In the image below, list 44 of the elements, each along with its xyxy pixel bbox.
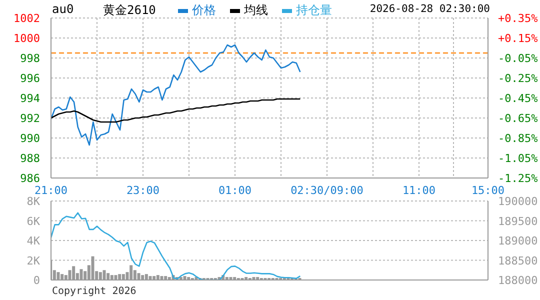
text: Copyright 2026 <box>52 286 136 297</box>
x-tick-label: 23:00 <box>126 184 160 197</box>
y2-tick-label: -0.05% <box>498 52 538 65</box>
legend-label: 均线 <box>244 2 268 19</box>
y-tick-label: 992 <box>20 112 40 125</box>
chart-title: 黄金2610 <box>103 3 156 17</box>
y-tick-label: 988 <box>20 152 40 165</box>
y2-tick-label: -1.25% <box>498 172 538 185</box>
y2-tick-label: -0.65% <box>498 112 538 125</box>
y-tick-label: 986 <box>20 172 40 185</box>
line-series <box>51 212 301 280</box>
y2-tick-label: -1.05% <box>498 152 538 165</box>
y-tick-label: 0 <box>33 274 40 287</box>
y-tick-label: 996 <box>20 72 40 85</box>
legend-label: 持仓量 <box>296 2 332 19</box>
text: 2026-08-28 02:30:00 <box>370 3 490 15</box>
x-tick-label: 01:00 <box>218 184 252 197</box>
y-tick-label: 990 <box>20 132 40 145</box>
y2-tick-label: 189500 <box>498 214 538 228</box>
chart-subtitle: au0 <box>52 2 74 16</box>
y2-tick-label: 188000 <box>498 274 538 287</box>
y-tick-label: 998 <box>20 52 40 65</box>
y-tick-label: 1000 <box>14 32 40 45</box>
y2-tick-label: -0.25% <box>498 72 538 85</box>
y2-tick-label: 188500 <box>498 254 538 268</box>
y-tick-label: 2K <box>26 254 40 268</box>
line-series <box>51 44 301 146</box>
y-tick-label: 8K <box>26 195 40 208</box>
y2-tick-label: -0.45% <box>498 92 538 105</box>
x-tick-label: 21:00 <box>34 184 68 197</box>
y2-tick-label: 190000 <box>498 195 538 208</box>
line-series <box>51 98 301 123</box>
x-tick-label: 11:00 <box>402 184 436 197</box>
y-tick-label: 994 <box>20 92 40 105</box>
y-tick-label: 4K <box>26 234 40 248</box>
y2-tick-label: 189000 <box>498 234 538 248</box>
legend-label: 价格 <box>192 2 216 19</box>
y-tick-label: 1002 <box>14 12 40 25</box>
y2-tick-label: +0.15% <box>498 32 538 45</box>
x-tick-label: 02:30/09:00 <box>290 184 364 197</box>
y-tick-label: 6K <box>26 214 40 228</box>
y2-tick-label: -0.85% <box>498 132 538 145</box>
y2-tick-label: +0.35% <box>498 12 538 25</box>
x-tick-label: 15:00 <box>471 184 505 197</box>
